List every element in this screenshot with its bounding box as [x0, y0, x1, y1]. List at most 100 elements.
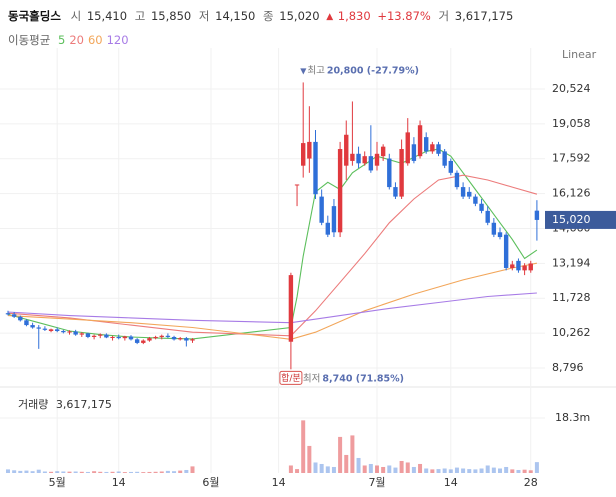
volume-bar	[165, 470, 170, 473]
volume-bar	[504, 466, 509, 473]
volume-bar	[498, 468, 502, 473]
low-label: 저	[199, 9, 210, 23]
candle-body	[516, 260, 521, 271]
volume-bar	[12, 470, 17, 473]
candle-body	[55, 329, 60, 332]
candle-body	[30, 325, 35, 328]
volume-bar	[319, 463, 324, 473]
volume-bar	[368, 463, 373, 473]
candle-body	[153, 336, 158, 339]
volume-bar	[510, 469, 515, 473]
volume-label: 거	[439, 9, 450, 23]
volume-bar	[295, 469, 300, 473]
candle-body	[337, 149, 343, 233]
candle-body	[344, 134, 349, 166]
candle-body	[110, 336, 115, 338]
volume-bar	[485, 465, 490, 473]
candle-body	[417, 125, 423, 157]
change-value: 1,830	[338, 9, 371, 23]
volume-bar	[405, 462, 410, 473]
volume-bar	[18, 470, 23, 473]
scale-label[interactable]: Linear	[562, 48, 597, 61]
candle-body	[485, 210, 490, 223]
ma-line	[7, 148, 538, 340]
volume-bar	[190, 466, 195, 473]
volume-bar	[381, 466, 386, 473]
volume-bar	[393, 467, 398, 473]
x-tick-label: 14	[112, 476, 126, 489]
high-annotation: ▼최고 20,800 (-27.79%)	[300, 65, 419, 76]
volume-bar	[288, 465, 293, 473]
volume-bar	[411, 466, 416, 473]
candle-body	[442, 151, 447, 166]
candle-body	[460, 187, 466, 197]
volume-bar	[135, 471, 140, 473]
candle-body	[393, 187, 398, 197]
candle-body	[424, 137, 429, 152]
volume-bar	[24, 470, 29, 473]
candle-body	[430, 144, 435, 152]
volume-bar	[178, 470, 183, 473]
y-tick-label: 13,194	[552, 256, 591, 269]
candle-body	[313, 141, 318, 195]
volume-bar	[418, 463, 423, 473]
candle-body	[368, 156, 374, 171]
volume-bar	[184, 469, 189, 473]
volume-title-label: 거래량	[18, 398, 48, 411]
volume-bar	[85, 471, 90, 473]
candle-body	[122, 336, 128, 339]
candle-body	[24, 320, 29, 326]
change-sign: ▲	[326, 12, 333, 22]
volume-bar	[516, 469, 521, 473]
volume-bar	[42, 471, 47, 473]
volume-bar	[104, 471, 109, 473]
volume-bar	[141, 472, 146, 473]
candle-body	[36, 327, 41, 329]
volume-title: 거래량 3,617,175	[18, 398, 112, 411]
volume-bar	[129, 471, 133, 473]
candle-body	[503, 234, 509, 268]
candle-body	[350, 153, 355, 161]
candle-body	[387, 158, 392, 188]
ma-legend-title: 이동평균	[8, 33, 50, 47]
annotations: ▼최고 20,800 (-27.79%) 합/분 최저 8,740 (71.85%)	[279, 65, 419, 385]
volume-bar	[153, 471, 158, 473]
volume-title-value: 3,617,175	[56, 398, 112, 411]
candle-body	[184, 338, 189, 341]
candle-body	[448, 160, 453, 173]
candle-body	[522, 265, 527, 271]
ma-line	[7, 292, 537, 324]
volume-bar	[387, 465, 392, 473]
volume-tick-label: 18.3m	[555, 411, 590, 424]
volume-bar	[491, 467, 496, 473]
volume-bar	[116, 471, 121, 473]
candle-body	[85, 333, 91, 337]
close-value: 15,020	[279, 9, 319, 23]
y-tick-label: 8,796	[552, 361, 584, 374]
y-tick-label: 20,524	[552, 82, 591, 95]
candle-body	[301, 143, 306, 166]
open-value: 15,410	[87, 9, 127, 23]
moving-averages	[7, 148, 538, 340]
volume-bar	[534, 462, 539, 473]
y-tick-label: 17,592	[552, 152, 591, 165]
volume-pane	[6, 420, 539, 473]
candle-body	[405, 132, 410, 164]
candle-body	[491, 222, 497, 235]
candle-body	[67, 331, 72, 333]
current-price-tag	[545, 210, 616, 229]
candle-body	[294, 184, 300, 186]
ma-legend-entry: 120	[107, 33, 129, 47]
x-tick-label: 14	[444, 476, 458, 489]
price-axis: 20,52419,05817,59216,12614,66013,19411,7…	[49, 82, 616, 489]
low-value: 14,150	[215, 9, 255, 23]
close-label: 종	[263, 9, 274, 23]
volume-bar	[172, 471, 177, 473]
candle-body	[104, 334, 109, 338]
candle-body	[454, 172, 460, 188]
low-text: 8,740 (71.85%)	[322, 373, 404, 384]
candle-body	[497, 232, 503, 238]
volume-bar	[338, 436, 343, 473]
candle-body	[178, 338, 183, 340]
